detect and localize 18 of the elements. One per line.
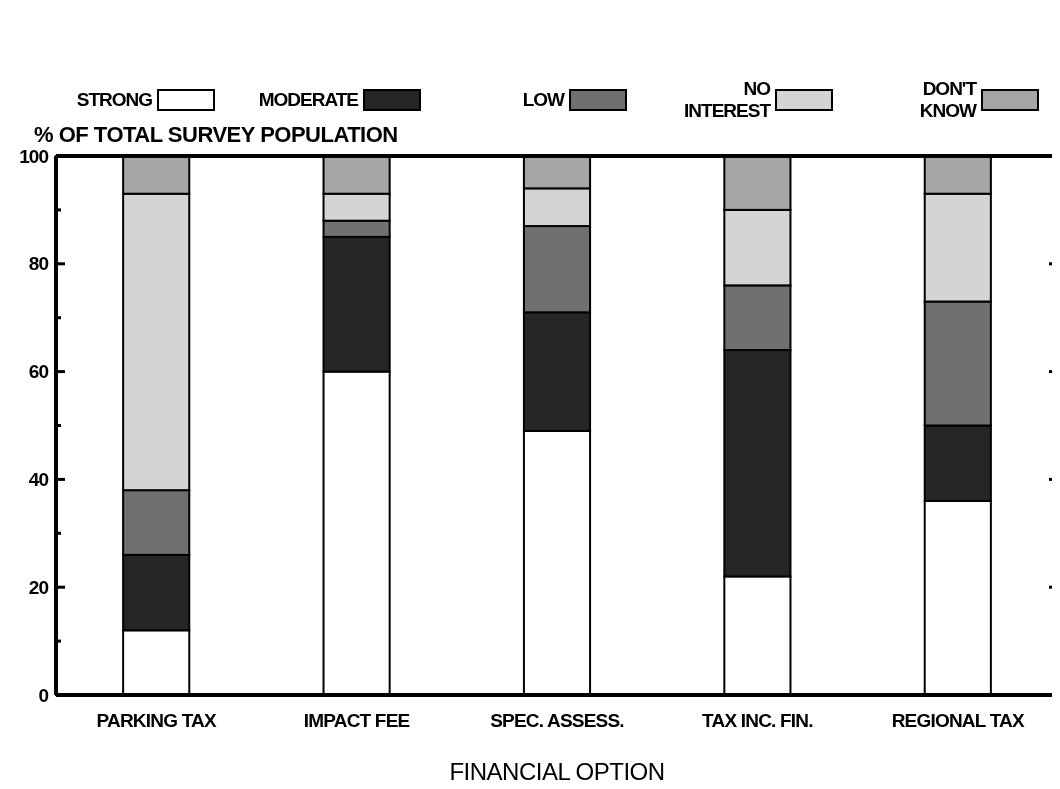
y-tick-label: 100 [19, 145, 49, 167]
x-tick-label: SPEC. ASSESS. [490, 710, 624, 731]
x-tick-label: IMPACT FEE [303, 710, 410, 731]
legend-label: MODERATE [258, 89, 359, 110]
x-tick-label: PARKING TAX [96, 710, 217, 731]
x-axis-title: FINANCIAL OPTION [449, 758, 665, 785]
x-tick-label: REGIONAL TAX [891, 710, 1026, 731]
y-tick-label: 20 [28, 576, 49, 598]
legend-label: STRONG [76, 89, 153, 110]
y-tick-label: 80 [28, 253, 49, 275]
y-tick-label: 0 [38, 684, 49, 706]
y-tick-label: 60 [28, 361, 49, 383]
legend-label: DON'T KNOW [919, 78, 978, 121]
legend-label: NO INTEREST [684, 78, 772, 121]
legend-label: LOW [522, 89, 566, 110]
x-tick-label: TAX INC. FIN. [702, 710, 813, 731]
y-tick-label: 40 [28, 469, 49, 491]
y-axis-title: % OF TOTAL SURVEY POPULATION [34, 122, 398, 147]
